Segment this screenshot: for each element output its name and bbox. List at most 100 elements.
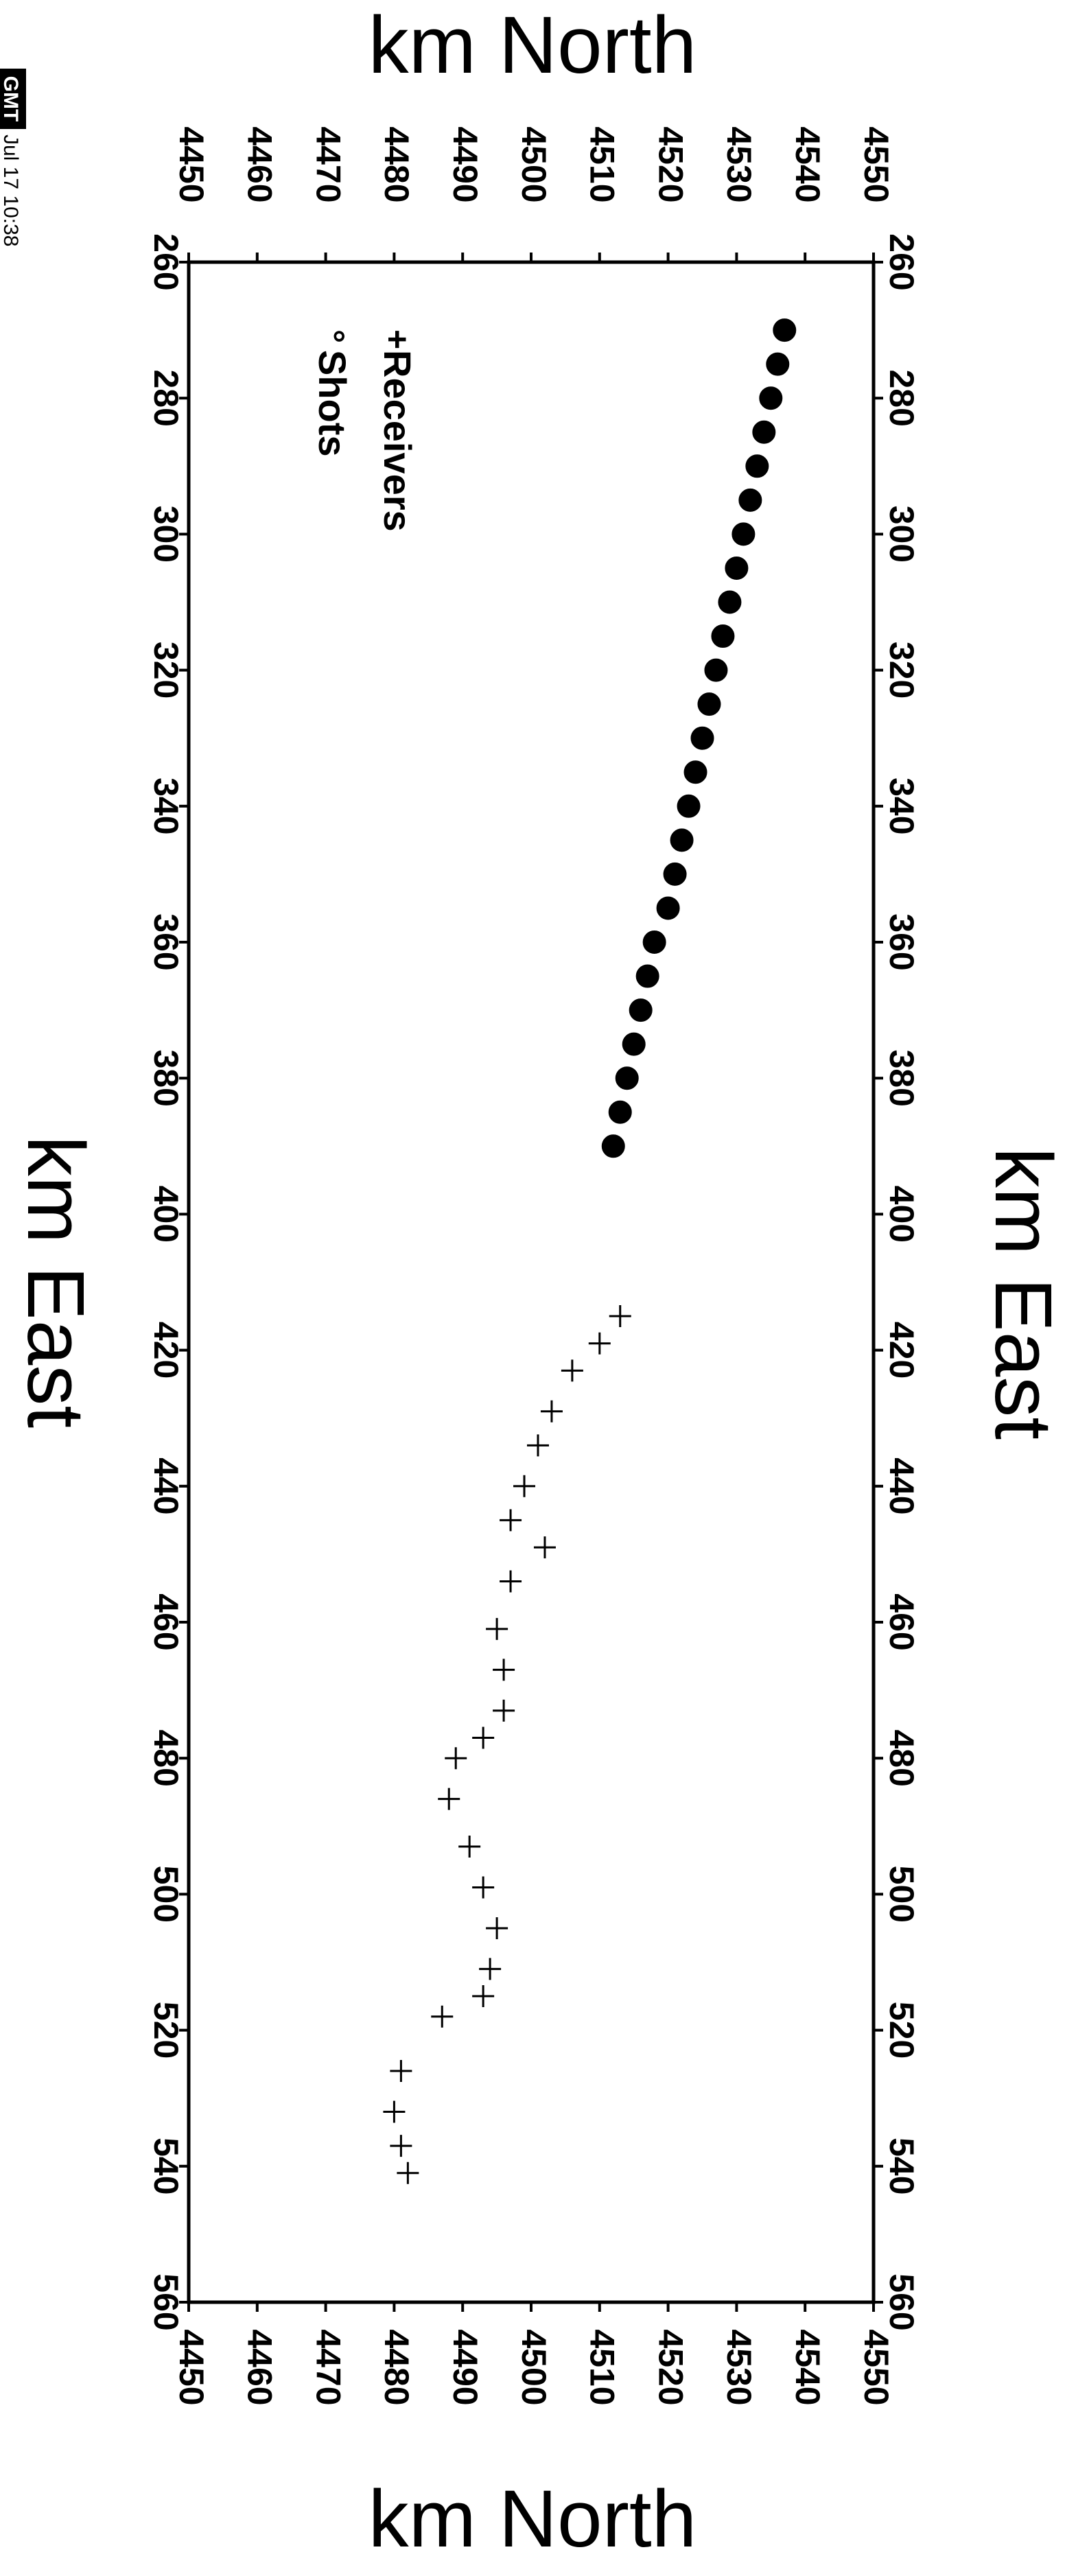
y-tick-label: 4450 xyxy=(172,2329,211,2405)
x-tick-label: 560 xyxy=(147,2273,185,2330)
legend-marker: + xyxy=(378,329,417,349)
shot-marker xyxy=(718,590,742,614)
x-tick-label: 380 xyxy=(882,1049,921,1106)
shot-marker xyxy=(738,488,762,512)
receiver-marker xyxy=(445,1747,467,1770)
legend-label: Receivers xyxy=(376,350,419,532)
shot-marker xyxy=(622,1032,646,1056)
receiver-marker xyxy=(540,1400,563,1422)
y-tick-label: 4530 xyxy=(720,126,758,202)
x-tick-label: 540 xyxy=(882,2138,921,2194)
y-axis-title: km North xyxy=(368,0,697,91)
y-axis-title: km North xyxy=(368,2474,697,2564)
x-tick-label: 440 xyxy=(882,1457,921,1514)
x-tick-label: 500 xyxy=(882,1866,921,1923)
x-tick-label: 340 xyxy=(882,777,921,834)
y-tick-label: 4520 xyxy=(651,2329,690,2405)
x-tick-label: 360 xyxy=(882,913,921,970)
y-tick-label: 4500 xyxy=(515,126,553,202)
x-tick-label: 460 xyxy=(147,1593,185,1650)
x-tick-label: 400 xyxy=(147,1186,185,1243)
x-tick-label: 400 xyxy=(882,1186,921,1243)
shot-marker xyxy=(690,726,714,750)
shot-marker xyxy=(635,964,659,988)
shot-marker xyxy=(745,454,769,478)
x-tick-label: 520 xyxy=(147,2002,185,2059)
x-tick-label: 320 xyxy=(882,642,921,699)
shot-marker xyxy=(677,794,701,818)
x-tick-label: 320 xyxy=(147,642,185,699)
y-tick-label: 4550 xyxy=(857,126,896,202)
y-tick-label: 4450 xyxy=(172,126,211,202)
legend-label: Shots xyxy=(311,350,354,457)
stamp-box xyxy=(0,69,26,129)
x-axis-title: km East xyxy=(10,1136,101,1428)
shot-marker xyxy=(663,862,687,886)
shot-marker xyxy=(642,930,666,954)
x-axis-title: km East xyxy=(978,1147,1065,1440)
legend-entry: ° Shots xyxy=(311,329,354,457)
receiver-marker xyxy=(561,1359,583,1382)
y-tick-label: 4550 xyxy=(857,2329,896,2405)
y-tick-label: 4480 xyxy=(377,2329,416,2405)
x-tick-label: 300 xyxy=(882,506,921,563)
receiver-marker xyxy=(390,2135,412,2157)
receiver-marker xyxy=(513,1475,536,1497)
shot-marker xyxy=(608,1100,632,1124)
y-tick-label: 4460 xyxy=(241,2329,279,2405)
shot-marker xyxy=(725,556,749,580)
receiver-marker xyxy=(383,2100,406,2123)
receiver-marker xyxy=(493,1659,515,1681)
y-tick-label: 4490 xyxy=(446,126,484,202)
y-tick-label: 4460 xyxy=(241,126,279,202)
receiver-marker xyxy=(390,2060,412,2083)
x-tick-label: 500 xyxy=(147,1866,185,1923)
receiver-marker xyxy=(438,1788,460,1810)
shot-marker xyxy=(704,658,728,682)
legend-marker: ° xyxy=(313,329,351,343)
x-tick-label: 540 xyxy=(147,2138,185,2194)
receiver-marker xyxy=(472,1876,495,1899)
receiver-marker xyxy=(431,2005,454,2028)
shot-marker xyxy=(773,318,797,342)
receiver-marker xyxy=(609,1305,631,1328)
x-tick-label: 360 xyxy=(147,913,185,970)
shot-marker xyxy=(629,998,653,1022)
receiver-marker xyxy=(500,1509,522,1532)
shot-marker xyxy=(759,386,783,410)
x-tick-label: 560 xyxy=(882,2273,921,2330)
receiver-marker xyxy=(397,2162,419,2184)
shot-marker xyxy=(732,522,756,546)
x-tick-label: 260 xyxy=(882,233,921,290)
shot-marker xyxy=(711,624,735,648)
x-tick-label: 280 xyxy=(147,369,185,426)
x-tick-label: 260 xyxy=(147,233,185,290)
receiver-marker xyxy=(493,1699,515,1722)
receiver-marker xyxy=(533,1536,556,1558)
receiver-marker xyxy=(472,1985,495,2008)
y-tick-label: 4520 xyxy=(651,126,690,202)
x-tick-label: 460 xyxy=(882,1593,921,1650)
x-tick-label: 480 xyxy=(882,1729,921,1786)
x-tick-label: 280 xyxy=(882,369,921,426)
shot-marker xyxy=(766,352,790,376)
x-tick-label: 520 xyxy=(882,2002,921,2059)
x-tick-label: 340 xyxy=(147,777,185,834)
shot-marker xyxy=(697,692,721,716)
y-tick-label: 4540 xyxy=(788,126,827,202)
x-tick-label: 420 xyxy=(147,1322,185,1379)
stamp-date: Jul 17 10:38 xyxy=(0,134,22,246)
receiver-marker xyxy=(588,1332,611,1355)
x-tick-label: 480 xyxy=(147,1729,185,1786)
receiver-marker xyxy=(472,1726,495,1749)
shot-marker xyxy=(670,828,694,852)
shot-marker xyxy=(615,1066,639,1090)
y-tick-label: 4480 xyxy=(377,126,416,202)
y-tick-label: 4510 xyxy=(583,2329,622,2405)
y-tick-label: 4510 xyxy=(583,126,622,202)
shot-marker xyxy=(683,760,707,784)
y-tick-label: 4470 xyxy=(309,2329,347,2405)
y-tick-label: 4500 xyxy=(515,2329,553,2405)
y-tick-label: 4470 xyxy=(309,126,347,202)
